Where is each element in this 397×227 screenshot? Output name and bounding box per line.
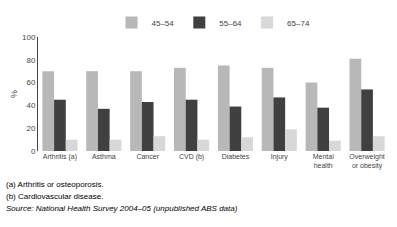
svg-text:65–74: 65–74 — [287, 19, 310, 28]
svg-text:Source: National Health Survey: Source: National Health Survey 2004–05 (… — [6, 204, 238, 213]
svg-text:0: 0 — [31, 147, 36, 156]
svg-text:Asthma: Asthma — [92, 153, 116, 160]
svg-text:Mentalhealth: Mentalhealth — [313, 153, 334, 169]
svg-text:60: 60 — [26, 78, 35, 87]
svg-text:Injury: Injury — [271, 153, 289, 161]
svg-text:45–54: 45–54 — [152, 19, 175, 28]
svg-text:(a) Arthritis or osteoporosis.: (a) Arthritis or osteoporosis. — [6, 180, 104, 189]
svg-text:40: 40 — [26, 101, 35, 110]
svg-text:55–64: 55–64 — [219, 19, 242, 28]
svg-text:(b) Cardiovascular disease.: (b) Cardiovascular disease. — [6, 192, 103, 201]
svg-text:Cancer: Cancer — [136, 153, 159, 160]
svg-text:20: 20 — [26, 124, 35, 133]
svg-text:Overweightor obesity: Overweightor obesity — [349, 153, 384, 170]
svg-text:100: 100 — [22, 33, 36, 42]
svg-text:Arthritis (a): Arthritis (a) — [43, 153, 77, 161]
svg-text:Diabetes: Diabetes — [222, 153, 250, 160]
svg-text:CVD (b): CVD (b) — [179, 153, 204, 161]
svg-text:%: % — [9, 90, 19, 98]
svg-text:80: 80 — [26, 56, 35, 65]
